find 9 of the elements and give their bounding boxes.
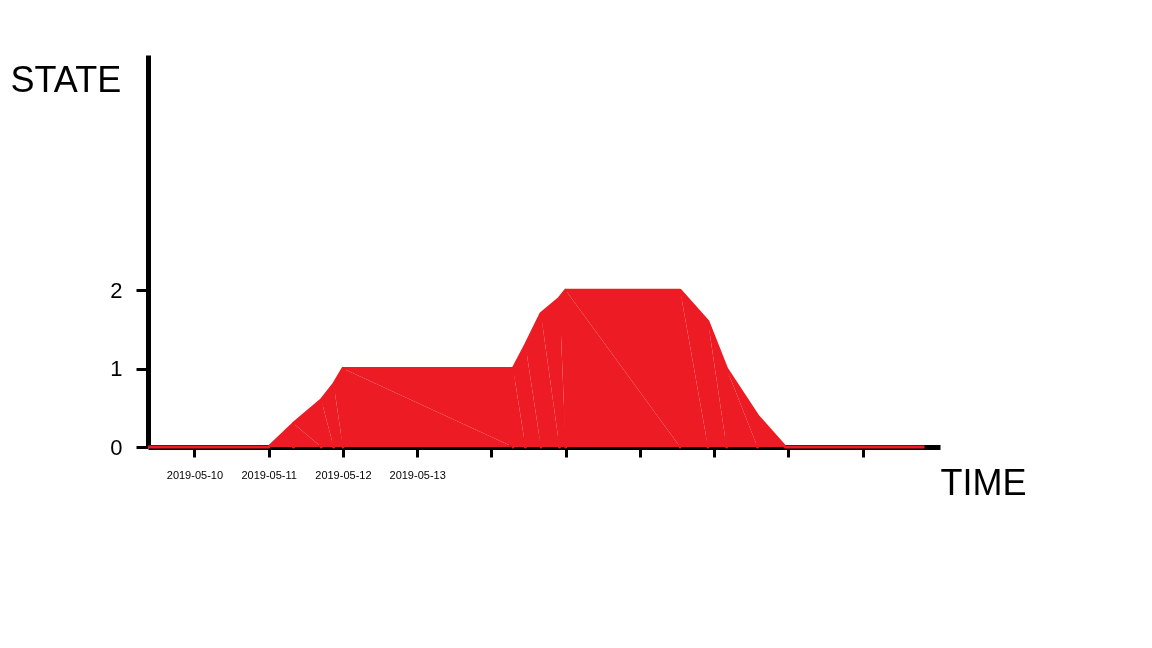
x-tick-label: 2019-05-12 xyxy=(315,468,372,481)
x-tick-label: 2019-05-13 xyxy=(389,468,446,481)
y-tick-label: 0 xyxy=(110,434,123,460)
y-axis-title: STATE xyxy=(10,58,122,100)
x-tick-label: 2019-05-11 xyxy=(241,468,297,481)
y-tick-label: 1 xyxy=(110,356,123,382)
y-tick-label: 2 xyxy=(110,277,123,303)
x-axis-title: TIME xyxy=(940,461,1027,503)
x-tick-label: 2019-05-10 xyxy=(166,468,224,481)
